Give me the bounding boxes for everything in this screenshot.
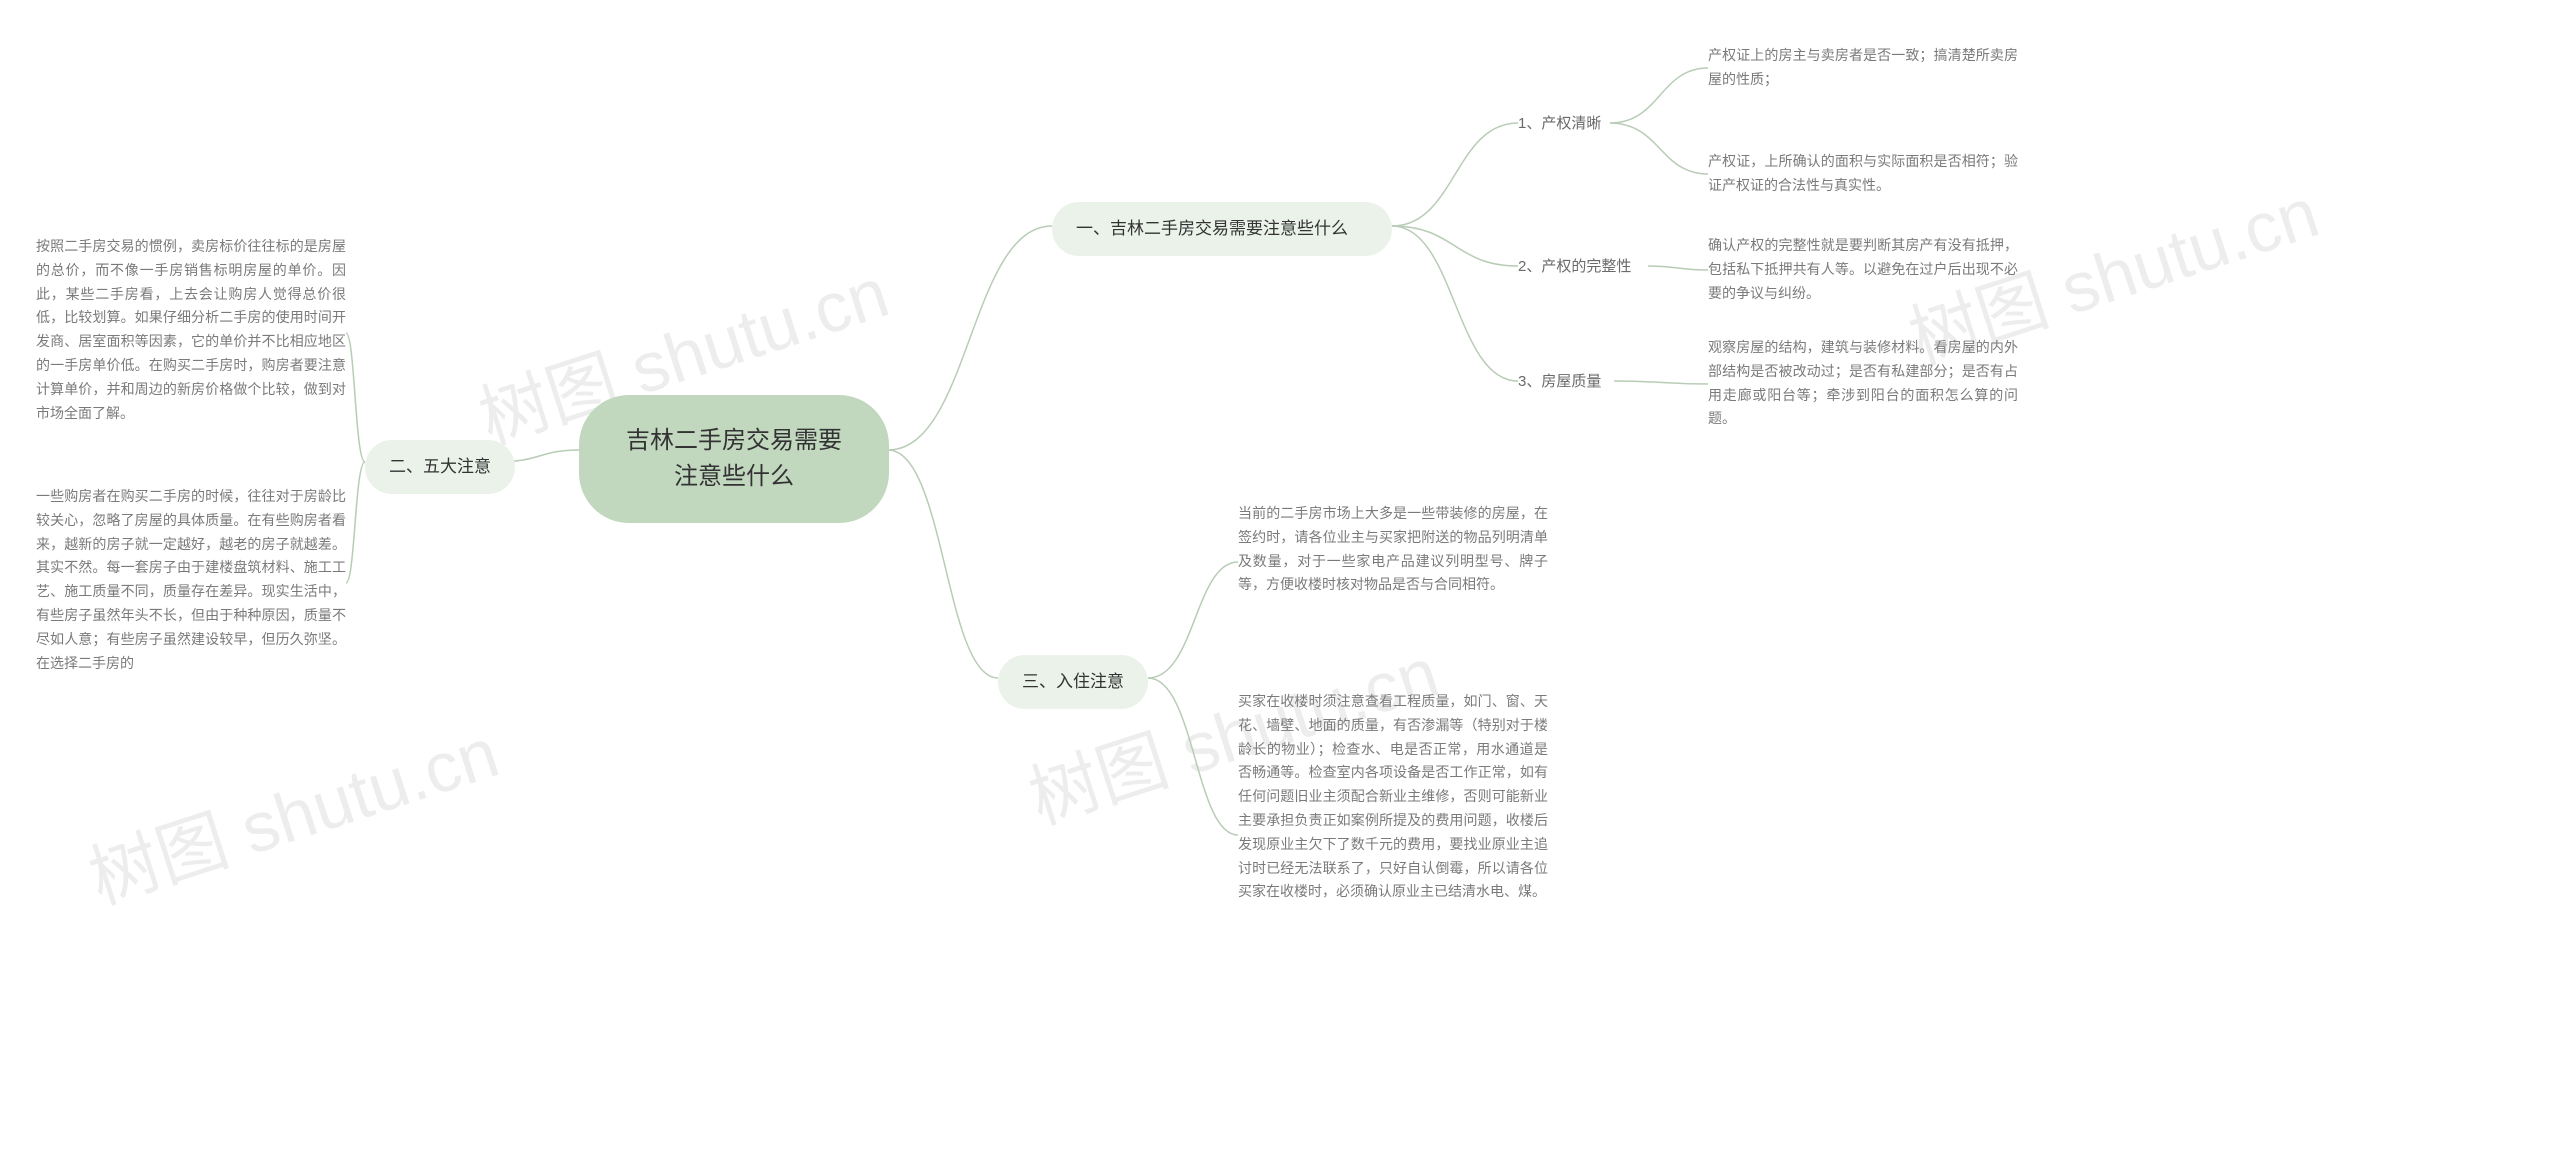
root-node[interactable]: 吉林二手房交易需要注意些什么: [579, 395, 889, 523]
branch1-node[interactable]: 一、吉林二手房交易需要注意些什么: [1052, 202, 1392, 256]
connector-sub2-leaf: [1648, 266, 1708, 270]
b1-sub2-leaf: 确认产权的完整性就是要判断其房产有没有抵押，包括私下抵押共有人等。以避免在过户后…: [1708, 234, 2018, 305]
connector-sub1-leaf2: [1610, 123, 1708, 174]
connector-b2-leaf2: [346, 462, 365, 583]
b2-leaf1: 按照二手房交易的惯例，卖房标价往往标的是房屋的总价，而不像一手房销售标明房屋的单…: [36, 235, 346, 425]
connector-b3-leaf2: [1148, 678, 1238, 835]
connector-root-branch3: [888, 450, 998, 678]
connector-b1-sub1: [1392, 123, 1518, 226]
b1-sub3-leaf: 观察房屋的结构，建筑与装修材料。看房屋的内外部结构是否被改动过；是否有私建部分；…: [1708, 336, 2018, 431]
b3-leaf1: 当前的二手房市场上大多是一些带装修的房屋，在签约时，请各位业主与买家把附送的物品…: [1238, 502, 1548, 597]
branch2-node[interactable]: 二、五大注意: [365, 440, 515, 494]
connector-root-branch1: [888, 226, 1052, 450]
b1-sub1-leaf1: 产权证上的房主与卖房者是否一致；搞清楚所卖房屋的性质；: [1708, 44, 2018, 92]
connector-sub1-leaf1: [1610, 68, 1708, 123]
watermark: 树图 shutu.cn: [75, 697, 510, 924]
branch3-node[interactable]: 三、入住注意: [998, 655, 1148, 709]
b1-sub1-leaf2: 产权证，上所确认的面积与实际面积是否相符；验证产权证的合法性与真实性。: [1708, 150, 2018, 198]
b2-leaf2: 一些购房者在购买二手房的时候，往往对于房龄比较关心，忽略了房屋的具体质量。在有些…: [36, 485, 346, 675]
connector-b1-sub3: [1392, 226, 1518, 381]
connector-b3-leaf1: [1148, 562, 1238, 678]
b1-sub1[interactable]: 1、产权清晰: [1518, 112, 1601, 135]
b3-leaf2: 买家在收楼时须注意查看工程质量，如门、窗、天花、墙壁、地面的质量，有否渗漏等（特…: [1238, 690, 1548, 904]
connector-b2-leaf1: [346, 333, 365, 462]
connector-b1-sub2: [1392, 226, 1518, 266]
b1-sub2[interactable]: 2、产权的完整性: [1518, 255, 1631, 278]
b1-sub3[interactable]: 3、房屋质量: [1518, 370, 1601, 393]
connector-sub3-leaf: [1614, 381, 1708, 384]
